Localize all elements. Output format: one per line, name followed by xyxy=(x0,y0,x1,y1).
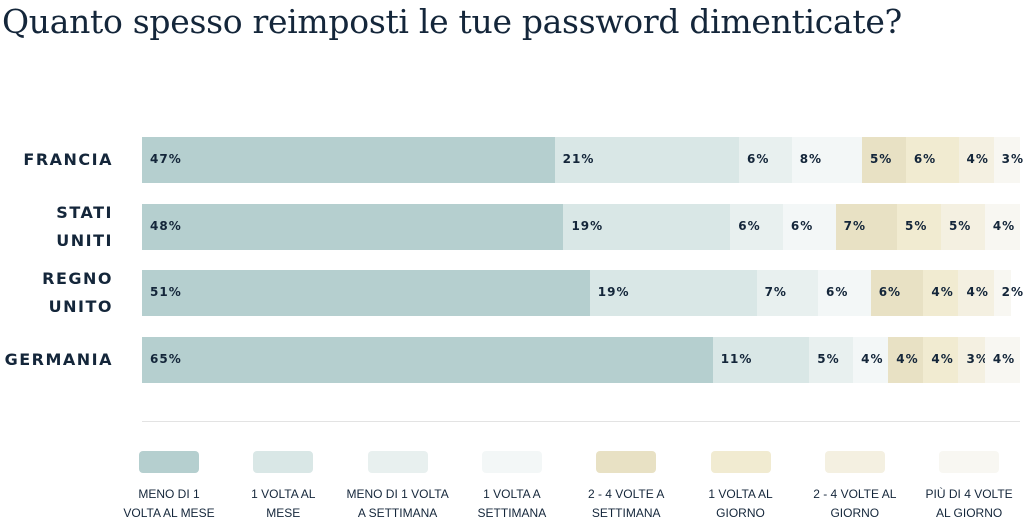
data-label: 4% xyxy=(861,352,884,366)
bar-row: 47% 21% 6% 8% 5% 6% 4% 3% xyxy=(142,137,1023,183)
bar-segment: 47% xyxy=(142,137,555,183)
data-label: 48% xyxy=(150,219,182,233)
legend-swatch xyxy=(139,451,199,473)
legend-swatch xyxy=(939,451,1000,473)
bar-segment: 4% xyxy=(853,337,889,383)
bar-segment: 5% xyxy=(897,204,941,250)
data-label: 8% xyxy=(799,152,823,166)
legend-item: 1 VOLTA AL MESE xyxy=(226,451,340,523)
data-label: 51% xyxy=(150,285,182,299)
bar-segment: 7% xyxy=(756,270,819,316)
bar-row: 65% 11% 5% 4% 4% 4% 3% 4% xyxy=(142,337,1020,383)
data-label: 4% xyxy=(931,352,954,366)
legend-item: PIÙ DI 4 VOLTE AL GIORNO xyxy=(912,451,1024,523)
bar-segment: 4% xyxy=(958,137,994,183)
data-label: 7% xyxy=(764,285,787,299)
bar-segment: 4% xyxy=(984,337,1020,383)
bar-segment: 51% xyxy=(142,270,590,316)
bar-segment: 5% xyxy=(861,137,906,183)
bar-segment: 5% xyxy=(940,204,985,250)
data-label: 2% xyxy=(1001,285,1024,299)
data-label: 5% xyxy=(905,219,928,233)
category-label: FRANCIA xyxy=(23,150,113,169)
data-label: 6% xyxy=(878,285,902,299)
bar-segment: 6% xyxy=(730,204,783,250)
data-label: 5% xyxy=(948,219,972,233)
legend-item: 1 VOLTA AL GIORNO xyxy=(684,451,798,523)
bar-segment: 19% xyxy=(563,204,731,250)
chart-title: Quanto spesso reimposti le tue password … xyxy=(2,2,902,41)
legend-swatch xyxy=(253,451,314,473)
data-label: 3% xyxy=(1001,152,1024,166)
legend-label: PIÙ DI 4 VOLTE AL GIORNO xyxy=(925,487,1013,520)
data-label: 4% xyxy=(931,285,954,299)
legend-swatch xyxy=(824,451,885,473)
data-label: 6% xyxy=(747,152,770,166)
data-label: 3% xyxy=(966,352,989,366)
legend-swatch xyxy=(596,451,657,473)
legend-label: 2 - 4 VOLTE A SETTIMANA xyxy=(587,487,665,520)
bar-segment: 6% xyxy=(739,137,792,183)
legend-swatch xyxy=(367,451,428,473)
legend-label: MENO DI 1 VOLTA A SETTIMANA xyxy=(346,487,449,520)
bar-segment: 3% xyxy=(958,337,988,383)
bar-segment: 65% xyxy=(142,337,713,383)
data-label: 19% xyxy=(597,285,630,299)
legend-label: MENO DI 1 VOLTA AL MESE xyxy=(123,487,215,520)
data-label: 11% xyxy=(720,352,753,366)
data-label: 4% xyxy=(992,219,1016,233)
data-label: 7% xyxy=(843,219,866,233)
category-label: STATI UNITI xyxy=(56,203,113,250)
bar-segment: 5% xyxy=(809,337,854,383)
legend-label: 2 - 4 VOLTE AL GIORNO xyxy=(813,487,897,520)
bar-row: 51% 19% 7% 6% 6% 4% 4% 2% xyxy=(142,270,1023,316)
data-label: 4% xyxy=(966,285,989,299)
legend-label: 1 VOLTA AL GIORNO xyxy=(708,487,773,520)
bar-segment: 4% xyxy=(958,270,994,316)
bar-segment: 19% xyxy=(589,270,757,316)
data-label: 4% xyxy=(896,352,919,366)
data-label: 19% xyxy=(571,219,604,233)
category-label: GERMANIA xyxy=(4,350,113,369)
bar-segment: 3% xyxy=(993,137,1023,183)
bar-segment: 6% xyxy=(782,204,836,250)
bar-segment: 7% xyxy=(835,204,898,250)
legend-item: 2 - 4 VOLTE AL GIORNO xyxy=(798,451,912,523)
bar-segment: 6% xyxy=(870,270,924,316)
data-label: 65% xyxy=(150,352,182,366)
legend-divider xyxy=(142,421,1020,422)
bar-segment: 4% xyxy=(923,270,959,316)
bar-segment: 4% xyxy=(923,337,959,383)
data-label: 6% xyxy=(913,152,937,166)
legend-swatch xyxy=(710,451,771,473)
bar-segment: 6% xyxy=(818,270,871,316)
bar-segment: 6% xyxy=(905,137,959,183)
data-label: 4% xyxy=(992,352,1016,366)
category-label: REGNO UNITO xyxy=(42,269,113,316)
bar-row: 48% 19% 6% 6% 7% 5% 5% 4% xyxy=(142,204,1020,250)
legend-item: MENO DI 1 VOLTA AL MESE xyxy=(112,451,226,523)
bar-segment: 48% xyxy=(142,204,564,250)
data-label: 6% xyxy=(826,285,849,299)
bar-segment: 4% xyxy=(984,204,1020,250)
bar-segment: 21% xyxy=(554,137,740,183)
data-label: 6% xyxy=(790,219,814,233)
data-label: 6% xyxy=(738,219,761,233)
legend-item: 2 - 4 VOLTE A SETTIMANA xyxy=(569,451,683,523)
data-label: 47% xyxy=(150,152,182,166)
legend-item: MENO DI 1 VOLTA A SETTIMANA xyxy=(341,451,455,523)
data-label: 5% xyxy=(869,152,893,166)
bar-segment: 4% xyxy=(888,337,924,383)
legend-label: 1 VOLTA A SETTIMANA xyxy=(477,487,547,520)
legend-swatch xyxy=(481,451,542,473)
legend-label: 1 VOLTA AL MESE xyxy=(251,487,316,520)
data-label: 4% xyxy=(966,152,989,166)
data-label: 21% xyxy=(562,152,595,166)
data-label: 5% xyxy=(817,352,840,366)
bar-segment: 11% xyxy=(712,337,810,383)
bar-segment: 8% xyxy=(791,137,862,183)
bar-segment: 2% xyxy=(993,270,1023,316)
legend-item: 1 VOLTA A SETTIMANA xyxy=(455,451,569,523)
